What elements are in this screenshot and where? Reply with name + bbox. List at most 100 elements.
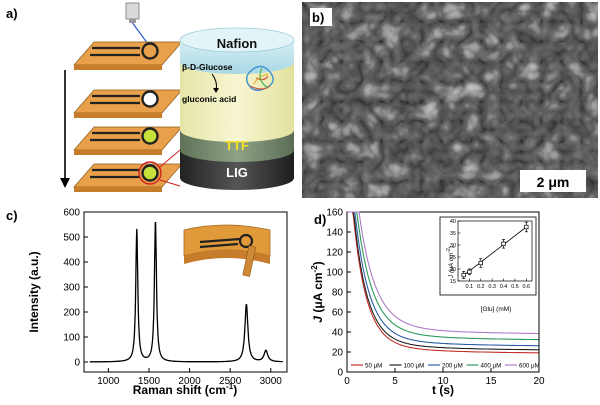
amperometry-series-1 — [347, 211, 539, 354]
legend-label-4: 400 μM — [481, 363, 502, 370]
inset-data-point — [524, 224, 529, 230]
raman-ytick-label: 500 — [63, 233, 80, 244]
raman-xlabel-end: ) — [233, 383, 237, 397]
panel-c-label: c) — [6, 208, 18, 223]
panel-b-label: b) — [312, 10, 324, 25]
layer-label-ttf: TTF — [225, 138, 249, 153]
legend-label-3: 200 μM — [442, 363, 463, 370]
amperometry-ytick-label: 60 — [332, 308, 344, 319]
panel-b: 2 μm b) — [302, 2, 598, 198]
panel-a: a) — [0, 0, 300, 200]
raman-ytick-label: 0 — [74, 358, 80, 369]
inset-ylabel-end: ) — [448, 246, 455, 248]
inset-data-point — [461, 272, 466, 278]
layer-label-lig: LIG — [226, 165, 248, 180]
amperometry-xtick-label: 0 — [344, 376, 350, 387]
raman-ylabel: Intensity (a.u.) — [27, 251, 41, 332]
sem-image: 2 μm b) — [302, 2, 598, 198]
panel-d: d) J (μA cm-2) t (s) 0 5 10 15 20 0 20 40 60 80 10… — [300, 200, 600, 400]
laser-beam — [132, 22, 149, 45]
inset-xtick-label: 0.2 — [477, 284, 485, 290]
inset-data-point — [478, 260, 483, 266]
reaction-substrate: β-D-Glucose — [182, 62, 233, 72]
amperometry-ytick-label: 40 — [332, 328, 344, 339]
raman-xlabel-sup: -1 — [226, 382, 234, 391]
inset-data-point — [467, 269, 472, 275]
amperometry-ytick-label: 140 — [326, 228, 343, 239]
flexible-electrode-illustration — [183, 224, 271, 277]
electrode-step-1 — [73, 41, 183, 70]
raman-xtick-label: 1500 — [138, 376, 161, 387]
inset-ytick-label: 25 — [450, 255, 456, 261]
layer-cylinder — [179, 27, 295, 190]
amperometry-xlabel: t (s) — [432, 383, 454, 397]
electrode-step-3 — [73, 126, 183, 155]
inset-plot-frame — [457, 220, 533, 282]
inset-ytick-label: 20 — [450, 267, 456, 273]
inset-xtick-label: 0.5 — [511, 284, 519, 290]
electrode-step-2 — [73, 89, 183, 118]
amperometry-ytick-label: 0 — [337, 368, 343, 379]
inset-ylabel-main: J (μA cm — [448, 252, 455, 279]
inset-xtick-label: 0.3 — [488, 284, 496, 290]
raman-spectrum-line — [89, 221, 283, 363]
amperometry-ytick-label: 80 — [332, 288, 344, 299]
amperometry-ylabel-unit: (μA cm — [311, 272, 325, 316]
amperometry-series-4 — [347, 211, 539, 341]
legend-label-2: 100 μM — [404, 363, 425, 370]
amperometry-ylabel-prefix: J — [311, 316, 325, 323]
electrode-step-4 — [73, 161, 183, 192]
inset-fit-line — [462, 226, 527, 277]
amperometry-ytick-label: 20 — [332, 348, 344, 359]
panel-d-label: d) — [314, 212, 326, 227]
amperometry-ytick-label: 100 — [326, 268, 343, 279]
zoom-line-lower — [159, 179, 181, 187]
panel-c: c) Intensity (a.u.) Raman shift (cm-1) 1… — [0, 200, 300, 400]
raman-xtick-label: 2500 — [219, 376, 242, 387]
raman-chart: c) Intensity (a.u.) Raman shift (cm-1) 1… — [6, 208, 288, 397]
panel-a-label: a) — [6, 6, 18, 21]
inset-ytick-label: 30 — [450, 243, 456, 249]
legend-label-5: 600 μM — [519, 363, 540, 370]
scalebar-label: 2 μm — [537, 174, 570, 190]
enzyme-molecule-icon — [245, 65, 274, 91]
amperometry-xtick-label: 5 — [392, 376, 398, 387]
inset-ylabel-sup: -2 — [446, 248, 452, 253]
amperometry-xtick-label: 20 — [533, 376, 545, 387]
amperometry-chart: d) J (μA cm-2) t (s) 0 5 10 15 2002040608010… — [310, 208, 545, 398]
raman-plot-frame — [83, 211, 288, 373]
inset-frame — [439, 216, 537, 296]
amperometry-ylabel: J (μA cm-2) — [310, 261, 325, 322]
scalebar-box — [520, 170, 586, 192]
zoom-line-upper — [159, 149, 181, 168]
raman-ytick-label: 300 — [63, 283, 80, 294]
inset-ylabel: J (μA cm-2) — [446, 246, 455, 279]
reaction-product: gluconic acid — [182, 94, 236, 104]
amperometry-series-2 — [347, 211, 539, 351]
amperometry-ylabel-sup: -2 — [310, 265, 319, 273]
amperometry-ytick-label: 120 — [326, 248, 343, 259]
raman-xtick-label: 1000 — [97, 376, 120, 387]
amperometry-ylabel-end: ) — [311, 261, 325, 265]
raman-ytick-label: 600 — [63, 208, 80, 219]
raman-xlabel: Raman shift (cm-1) — [133, 382, 237, 397]
inset-ytick-label: 40 — [450, 219, 456, 225]
amperometry-xtick-label: 10 — [437, 376, 449, 387]
laser-nozzle — [129, 19, 136, 23]
panel-a-schematic: Nafion β-D-Glucose gluconic acid TTF LIG — [60, 2, 295, 192]
inset-ytick-label: 35 — [450, 231, 456, 237]
inset-xtick-label: 0.1 — [466, 284, 474, 290]
amperometry-xtick-label: 15 — [485, 376, 497, 387]
process-arrow-head — [60, 178, 70, 188]
legend-label-1: 50 μM — [365, 363, 382, 370]
amperometry-series-5 — [347, 211, 539, 335]
raman-ytick-label: 400 — [63, 258, 80, 269]
layer-label-nafion: Nafion — [217, 36, 258, 51]
laser-head — [125, 2, 140, 20]
inset-xlabel: [Glu] (mM) — [481, 306, 512, 313]
amperometry-ytick-label: 160 — [326, 208, 343, 219]
reaction-arrow-head — [213, 88, 219, 93]
inset-data-point — [501, 241, 506, 246]
raman-ytick-label: 100 — [63, 333, 80, 344]
inset-xtick-label: 0.6 — [522, 284, 530, 290]
